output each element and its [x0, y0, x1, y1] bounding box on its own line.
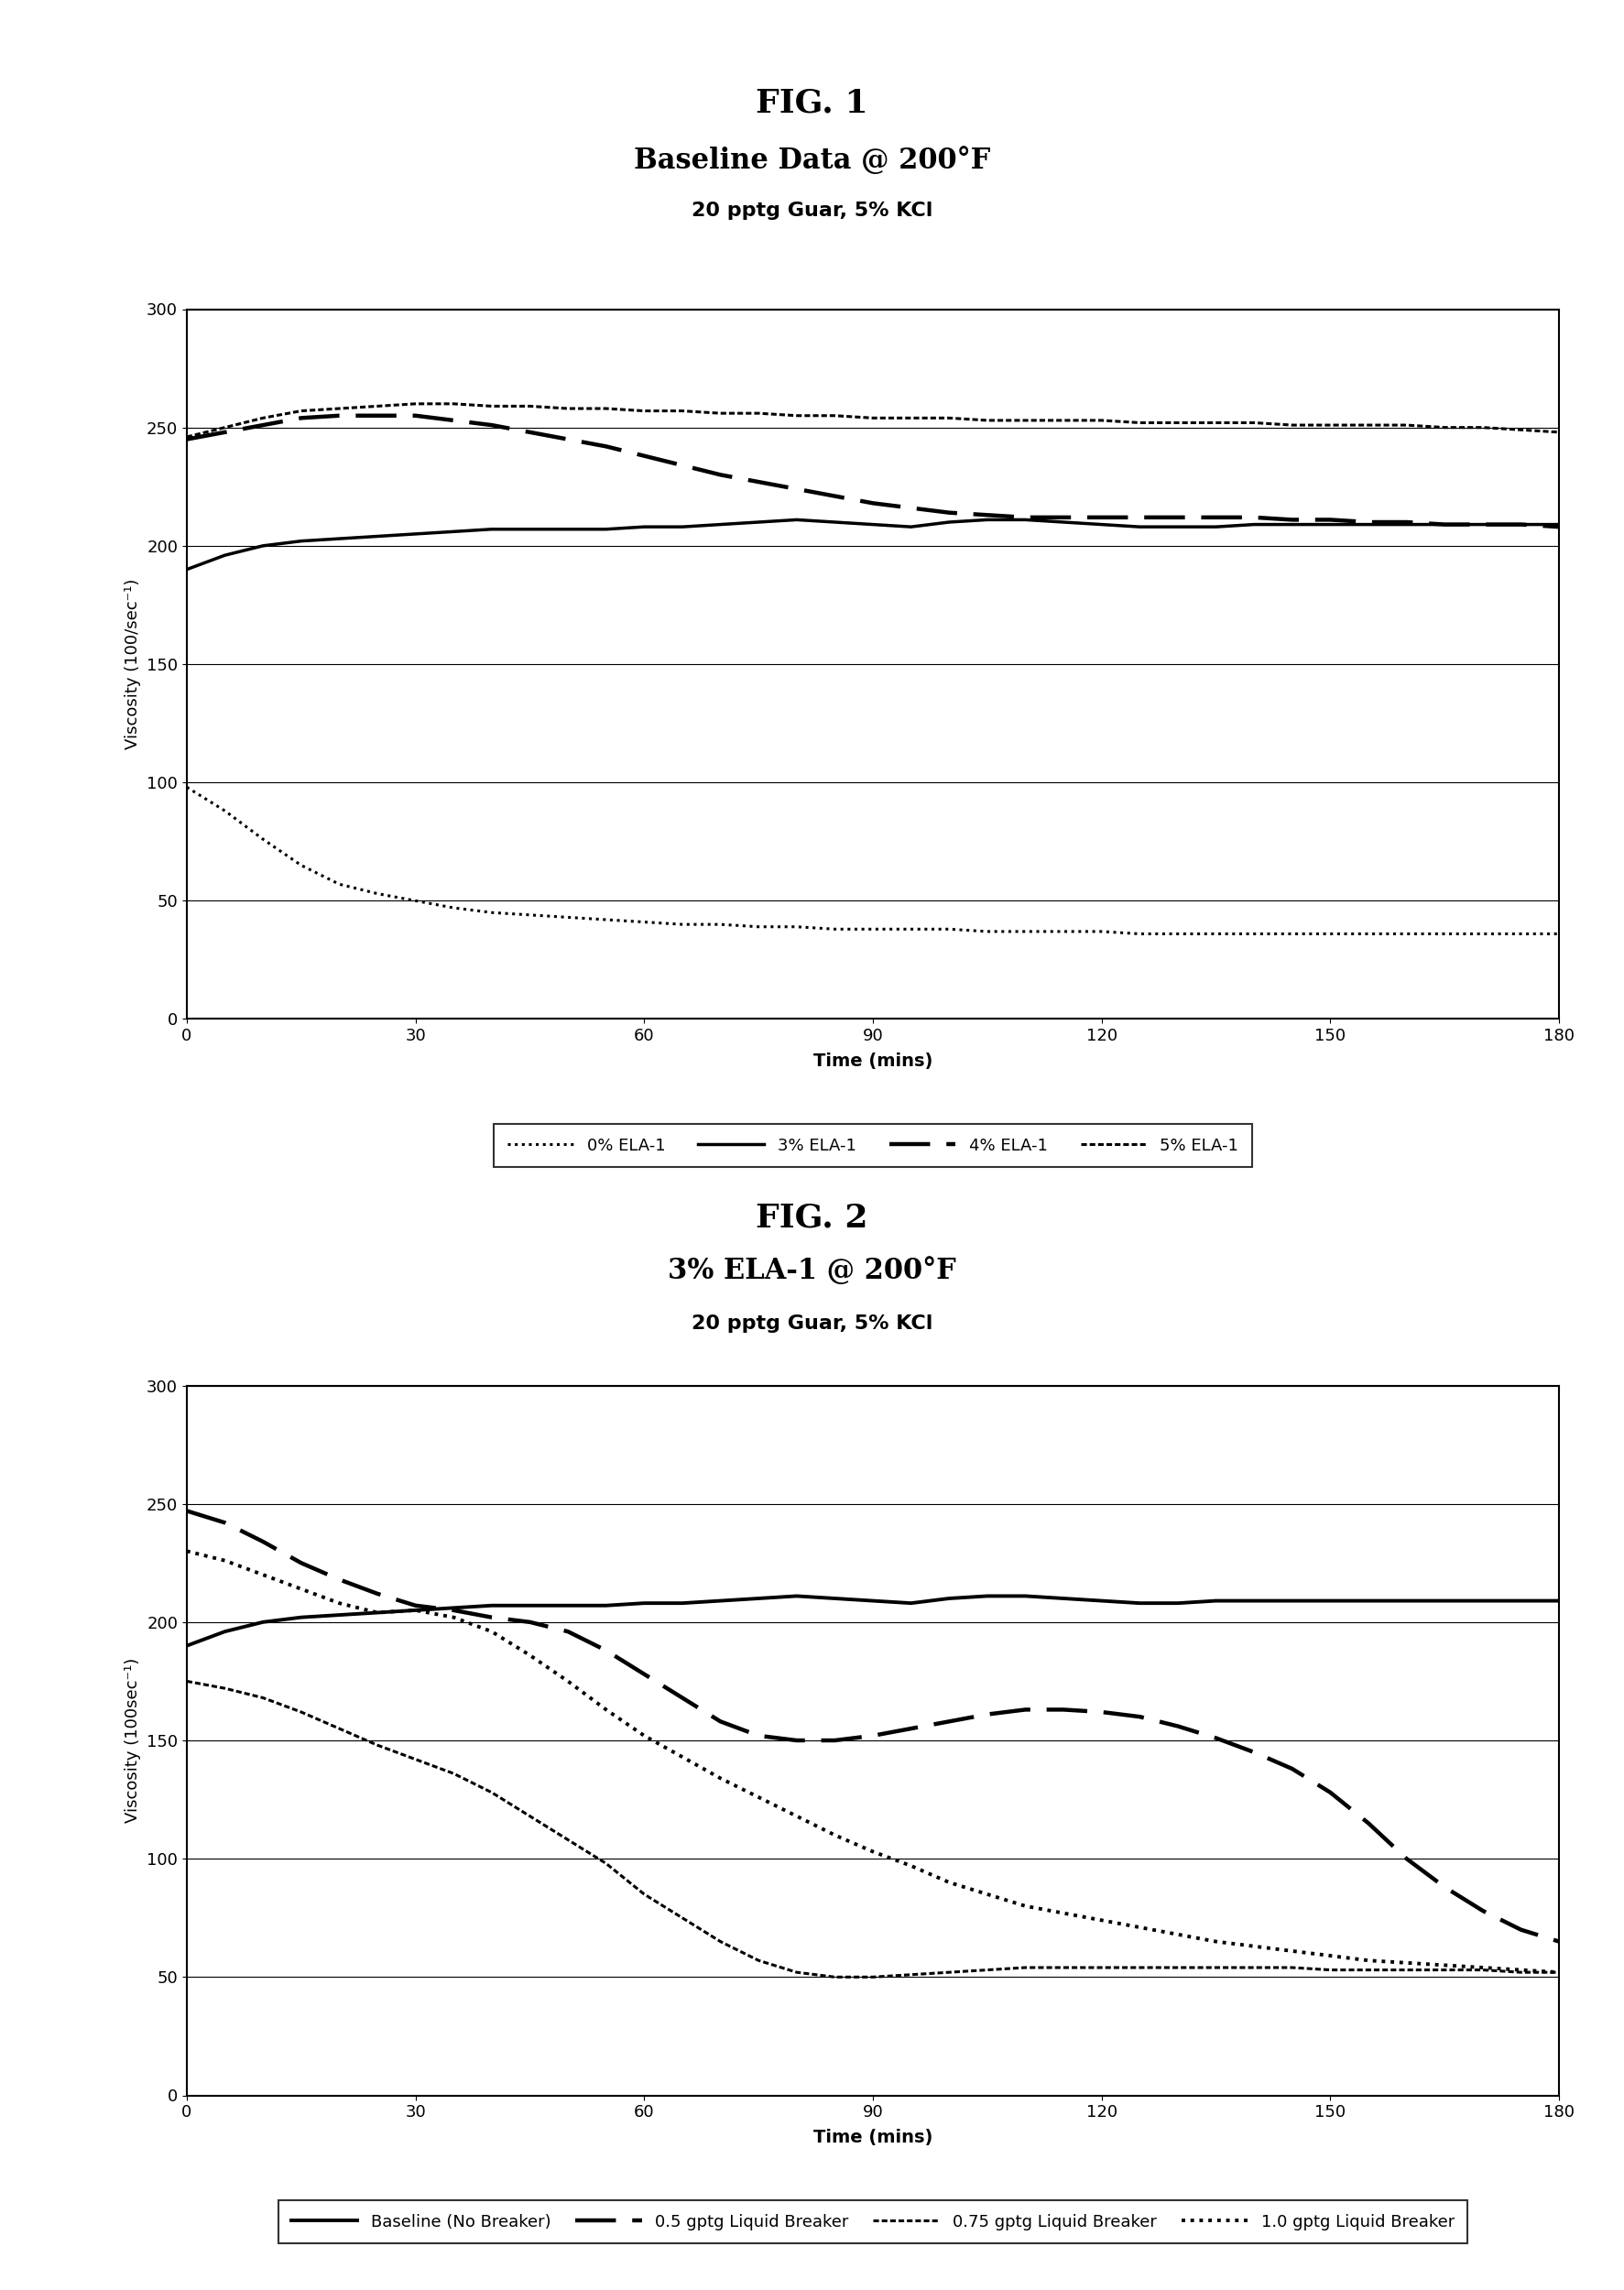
Legend: 0% ELA-1, 3% ELA-1, 4% ELA-1, 5% ELA-1: 0% ELA-1, 3% ELA-1, 4% ELA-1, 5% ELA-1	[494, 1124, 1252, 1168]
Text: 3% ELA-1 @ 200°F: 3% ELA-1 @ 200°F	[667, 1257, 957, 1285]
Text: FIG. 1: FIG. 1	[755, 87, 869, 119]
Y-axis label: Viscosity (100sec⁻¹): Viscosity (100sec⁻¹)	[125, 1658, 141, 1823]
Text: Baseline Data @ 200°F: Baseline Data @ 200°F	[633, 147, 991, 174]
X-axis label: Time (mins): Time (mins)	[814, 2127, 932, 2146]
Text: FIG. 2: FIG. 2	[755, 1202, 869, 1234]
Legend: Baseline (No Breaker), 0.5 gptg Liquid Breaker, 0.75 gptg Liquid Breaker, 1.0 gp: Baseline (No Breaker), 0.5 gptg Liquid B…	[278, 2201, 1468, 2244]
Text: 20 pptg Guar, 5% KCl: 20 pptg Guar, 5% KCl	[692, 202, 932, 220]
Y-axis label: Viscosity (100/sec⁻¹): Viscosity (100/sec⁻¹)	[125, 579, 141, 749]
Text: 20 pptg Guar, 5% KCl: 20 pptg Guar, 5% KCl	[692, 1314, 932, 1333]
X-axis label: Time (mins): Time (mins)	[814, 1051, 932, 1069]
